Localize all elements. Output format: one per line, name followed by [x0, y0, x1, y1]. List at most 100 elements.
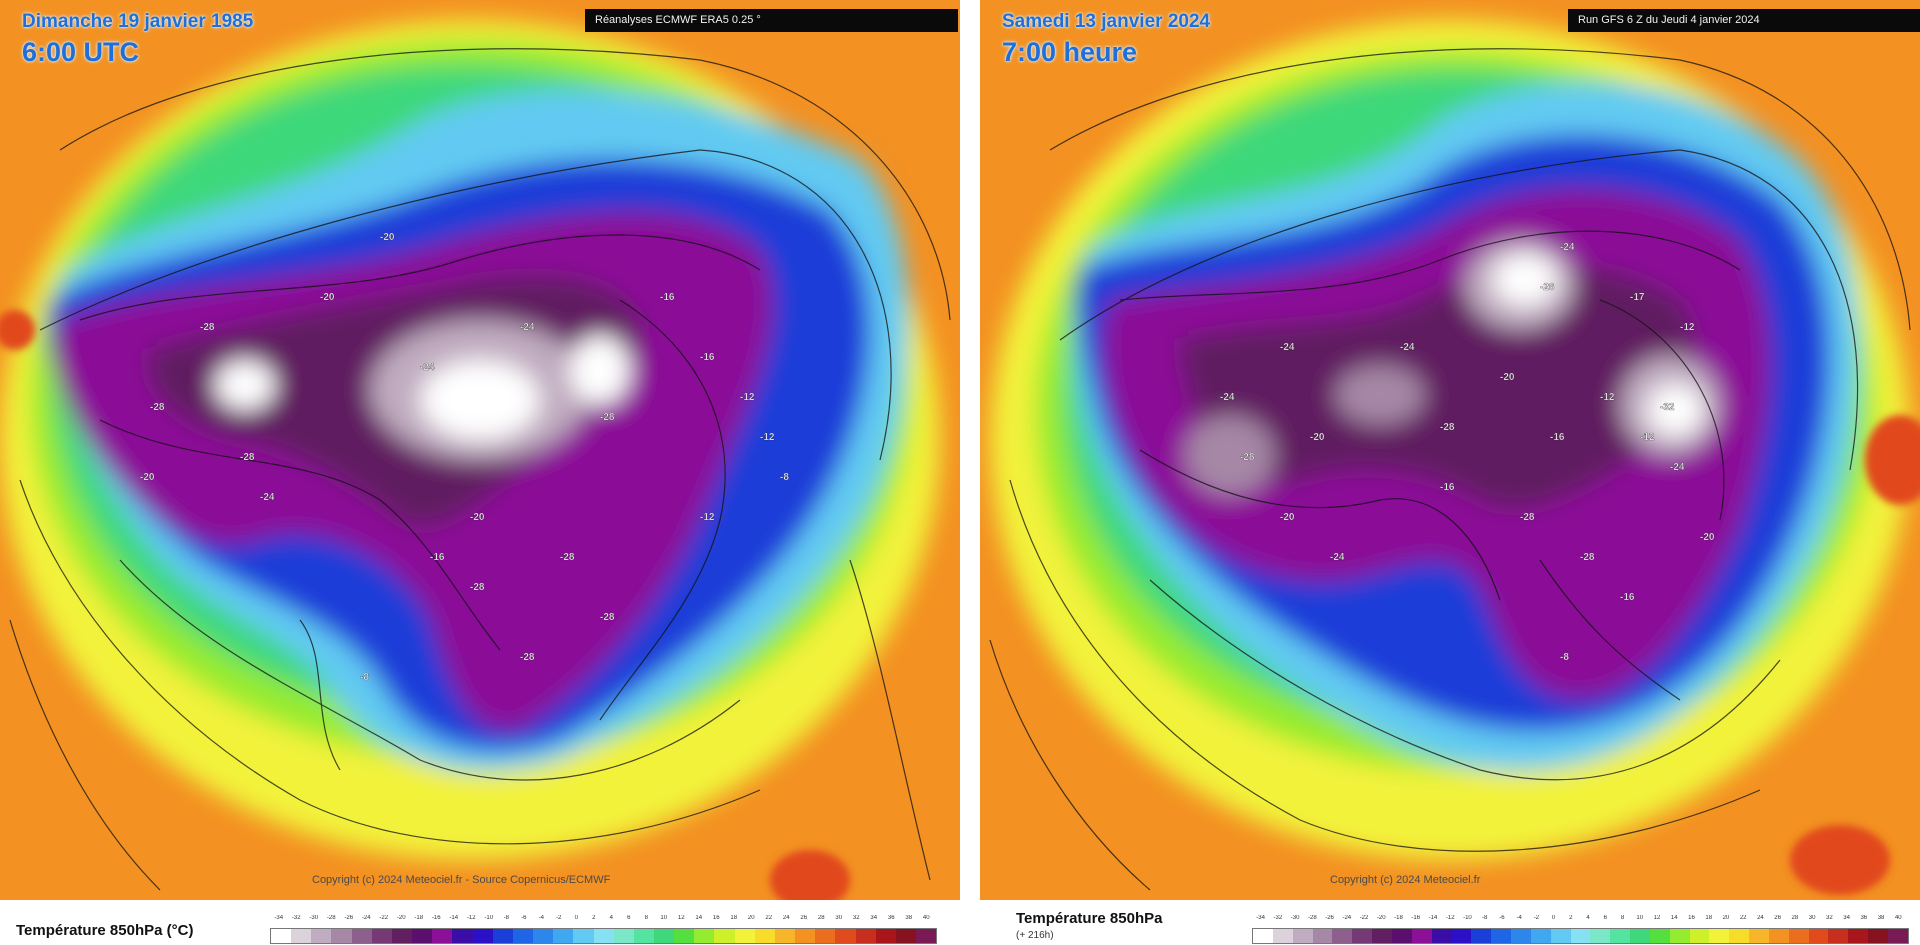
legend-tick-label: -2	[556, 915, 562, 921]
isotherm-value-label: -20	[1500, 372, 1515, 383]
isotherm-value-label: -28	[1540, 282, 1555, 293]
isotherm-value-label: -16	[660, 292, 675, 303]
isotherm-value-label: -28	[520, 652, 535, 663]
legend-tick-label: 14	[695, 915, 703, 921]
coastline	[1599, 299, 1725, 521]
legend-tick-label: 4	[1586, 915, 1590, 921]
legend-tick-label: 0	[1551, 915, 1556, 921]
legend-tick-label: -4	[1516, 915, 1522, 921]
legend-tick-label: -22	[379, 915, 389, 921]
legend-tick-label: 2	[592, 915, 596, 921]
legend-tick-label: 38	[905, 915, 913, 921]
legend-tick-label: 0	[574, 915, 578, 921]
legend-tick-label: -30	[309, 915, 319, 921]
isotherm-value-label: -28	[150, 402, 165, 413]
colorbar-swatch	[1848, 929, 1869, 943]
legend-tick-label: -24	[1342, 915, 1352, 921]
colorbar-swatch	[1391, 929, 1412, 943]
colorbar-swatch	[1570, 929, 1591, 943]
colorbar-swatch	[1312, 929, 1333, 943]
colorbar-swatch	[533, 929, 554, 943]
legend-tick-label: 22	[765, 915, 773, 921]
legend-tick-label: 36	[1860, 915, 1868, 921]
legend-tick-label: 28	[1791, 915, 1799, 921]
isotherm-line	[1009, 479, 1761, 852]
isotherm-value-label: -8	[360, 672, 369, 683]
colorbar-swatch	[1788, 929, 1809, 943]
colorbar-swatch	[1352, 929, 1373, 943]
legend-tick-label: -26	[1325, 915, 1334, 921]
coastline	[99, 419, 501, 651]
coastline	[299, 619, 341, 771]
legend-title: Température 850hPa	[1016, 910, 1163, 927]
colorbar-swatch	[1253, 929, 1273, 943]
legend-tick-label: -6	[521, 915, 527, 921]
legend-tick-label: 2	[1569, 915, 1573, 921]
isotherm-value-label: -20	[1700, 532, 1715, 543]
dark-purple-zone	[1180, 266, 1697, 508]
isotherm-value-label: -28	[600, 612, 615, 623]
isotherm-line	[119, 559, 741, 781]
colorbar-swatch	[1709, 929, 1730, 943]
legend-tick-label: 30	[1808, 915, 1816, 921]
forecast-hour: (+ 216h)	[1016, 930, 1054, 941]
legend-title: Température 850hPa (°C)	[16, 922, 194, 939]
isotherm-value-label: -16	[1440, 482, 1455, 493]
valid-time: 6:00 UTC	[22, 37, 140, 67]
colorbar-swatch	[1808, 929, 1829, 943]
isotherm-value-label: -24	[420, 362, 435, 373]
legend-tick-label: 8	[644, 915, 648, 921]
legend-tick-label: 34	[1843, 915, 1850, 921]
legend-tick-label: -14	[1428, 915, 1438, 921]
isotherm-line	[59, 48, 951, 321]
colorbar-swatch	[815, 929, 836, 943]
legend-tick-label: -16	[431, 915, 441, 921]
legend-tick-label: 40	[922, 915, 930, 921]
colorbar-swatch	[271, 929, 292, 943]
colorbar-swatch	[432, 929, 453, 943]
legend-tick-label: 16	[1688, 915, 1695, 921]
colorbar-swatch	[351, 929, 372, 943]
legend-tick-label: 12	[1653, 915, 1661, 921]
isotherm-value-label: -24	[1330, 552, 1345, 563]
white-core	[1493, 254, 1557, 306]
colorbar-swatch	[674, 929, 695, 943]
legend-tick-label: 4	[609, 915, 613, 921]
legend-tick-label: -18	[1394, 915, 1403, 921]
colorbar-swatch	[1491, 929, 1511, 943]
colorbar-swatch	[875, 929, 896, 943]
colorbar-swatch	[1868, 929, 1888, 943]
isotherm-value-label: -12	[1640, 432, 1655, 443]
legend-tick-label: -14	[449, 915, 459, 921]
legend-tick-label: 8	[1620, 915, 1625, 921]
colorbar-swatch	[553, 929, 574, 943]
isotherm-value-label: -16	[1550, 432, 1565, 443]
legend-tick-label: 38	[1877, 915, 1885, 921]
legend-tick-label: 12	[677, 915, 685, 921]
isotherm-line	[989, 639, 1151, 891]
colorbar-swatch	[593, 929, 614, 943]
isotherm-value-label: -8	[1560, 652, 1569, 663]
isotherm-line	[1059, 149, 1859, 471]
valid-date: Dimanche 19 janvier 1985	[22, 11, 254, 32]
valid-date: Samedi 13 janvier 2024	[1002, 11, 1211, 32]
colorbar-swatch	[1510, 929, 1531, 943]
isotherm-value-label: -8	[780, 472, 789, 483]
legend-tick-label: -28	[326, 915, 336, 921]
isotherm-value-label: -24	[520, 322, 535, 333]
colorbar-swatch	[613, 929, 634, 943]
colorbar-swatch	[1630, 929, 1650, 943]
isotherm-value-label: -20	[1310, 432, 1325, 443]
colorbar-swatch	[291, 929, 312, 943]
colorbar-swatch	[895, 929, 916, 943]
temperature-map-left: -28 -28 -28 -20 -24 -24 -28 -16 -16 -12 -12 -8 -28 -2…	[0, 0, 960, 900]
colorbar-swatch	[311, 929, 332, 943]
legend-tick-label: 36	[887, 915, 895, 921]
legend-tick-label: 22	[1739, 915, 1747, 921]
source-label: Réanalyses ECMWF ERA5 0.25 °	[585, 9, 958, 32]
legend-tick-label: 20	[747, 915, 755, 921]
isotherm-line	[1149, 579, 1781, 781]
coastline	[599, 299, 726, 721]
colorbar-swatch	[835, 929, 856, 943]
legend-tick-label: 32	[852, 915, 860, 921]
